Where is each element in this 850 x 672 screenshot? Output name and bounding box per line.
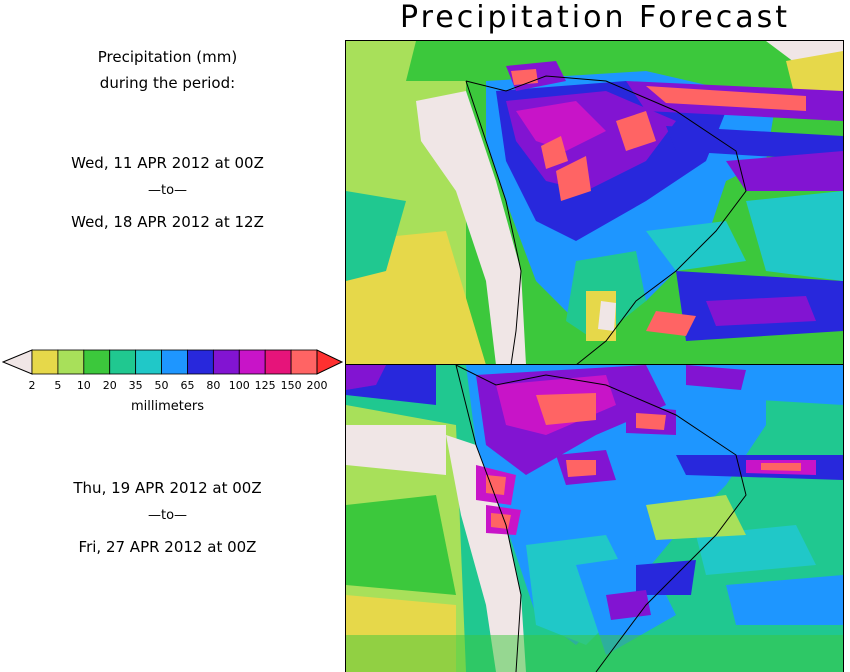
forecast-map-period-2 <box>345 364 844 672</box>
period2-start: Thu, 19 APR 2012 at 00Z <box>73 479 262 497</box>
heading-line-1: Precipitation (mm) <box>97 48 238 66</box>
colorbar-tick-label: 200 <box>306 379 328 392</box>
colorbar-swatch <box>238 349 266 375</box>
colorbar-under-arrow <box>2 349 33 375</box>
forecast-map-period-1 <box>345 40 844 366</box>
colorbar-swatch <box>187 349 214 375</box>
colorbar-tick-label: 50 <box>154 379 169 392</box>
colorbar-swatch <box>161 349 188 375</box>
colorbar-over-arrow <box>316 349 344 375</box>
page-title: Precipitation Forecast <box>400 0 790 35</box>
heading-line-2: during the period: <box>99 74 236 92</box>
period2-separator: —to— <box>147 508 188 523</box>
colorbar-swatch <box>264 349 292 375</box>
colorbar-tick-label: 20 <box>102 379 117 392</box>
colorbar-swatch <box>135 349 162 375</box>
colorbar <box>2 349 344 375</box>
colorbar-tick-label: 10 <box>76 379 91 392</box>
colorbar-swatch <box>290 349 318 375</box>
colorbar-tick-label: 5 <box>54 379 62 392</box>
colorbar-swatch <box>109 349 137 375</box>
period2-end: Fri, 27 APR 2012 at 00Z <box>78 538 257 556</box>
colorbar-tick-labels: 2 5 10 20 35 50 65 80 100 125 150 200 <box>0 379 335 395</box>
colorbar-tick-label: 65 <box>180 379 195 392</box>
colorbar-tick-label: 80 <box>206 379 221 392</box>
colorbar-swatch <box>57 349 85 375</box>
colorbar-tick-label: 100 <box>228 379 250 392</box>
colorbar-tick-label: 35 <box>128 379 143 392</box>
colorbar-swatch <box>83 349 111 375</box>
colorbar-tick-label: 2 <box>28 379 36 392</box>
period1-end: Wed, 18 APR 2012 at 12Z <box>71 213 264 231</box>
period1-start: Wed, 11 APR 2012 at 00Z <box>71 154 264 172</box>
colorbar-tick-label: 125 <box>254 379 276 392</box>
colorbar-tick-label: 150 <box>280 379 302 392</box>
colorbar-swatch <box>31 349 59 375</box>
colorbar-swatch <box>212 349 240 375</box>
colorbar-unit-label: millimeters <box>131 399 204 414</box>
period1-separator: —to— <box>147 183 188 198</box>
